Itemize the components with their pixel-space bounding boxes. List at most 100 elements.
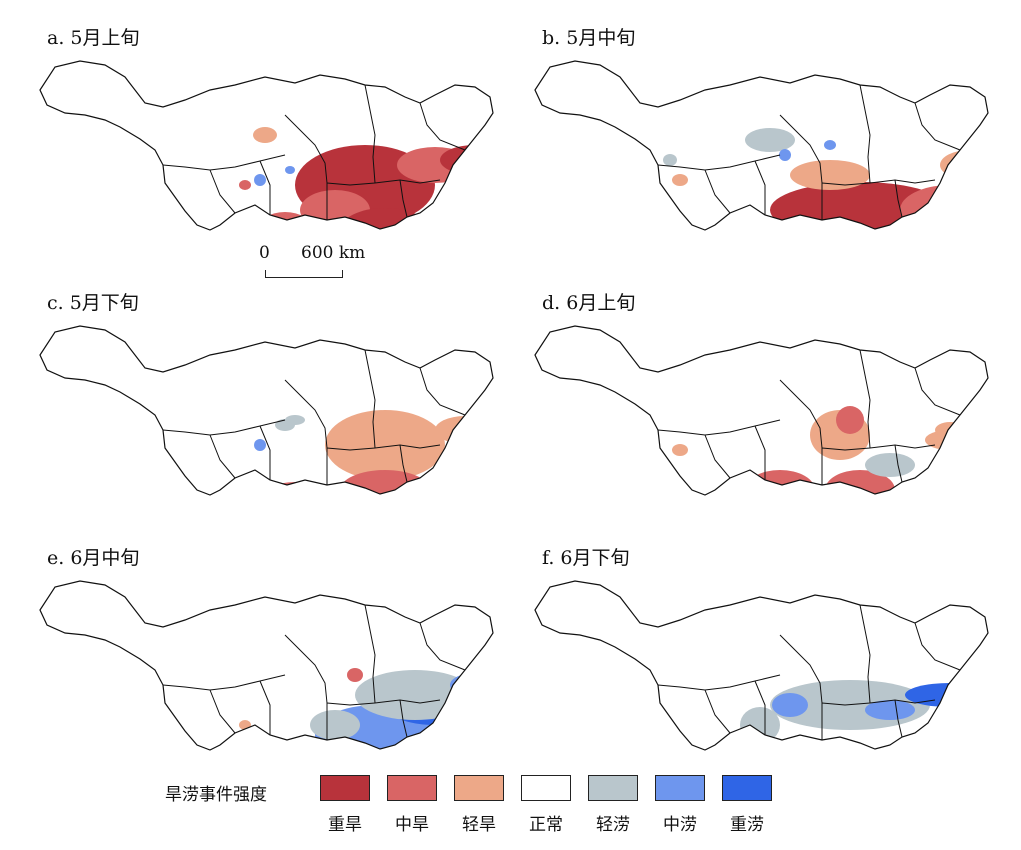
intensity-patch [900,185,988,230]
sub-basin-boundary [894,444,903,483]
intensity-patch [253,127,277,143]
sub-basin-boundary [821,444,936,451]
sub-basin-boundary [399,444,408,483]
legend-swatch-light-drought [454,775,504,801]
intensity-patch [614,423,626,437]
intensity-patch [325,410,445,480]
legend-label-moderate-flood: 中涝 [663,815,697,835]
intensity-patch [925,430,975,450]
sub-basin-boundary [754,680,766,735]
sub-basin-boundary [914,622,961,671]
sub-basin-boundary [779,379,823,485]
legend: 旱涝事件强度 重旱 中旱 轻旱 正常 轻涝 中涝 重涝 [165,770,805,840]
intensity-patch [836,406,864,434]
intensity-patch [260,482,330,495]
sub-basin-boundary [419,102,466,151]
scale-bar: 0 600 km [257,243,367,283]
sub-basin-boundary [399,699,408,738]
panel-title: d. 6月上旬 [542,292,636,314]
basin-outline [534,325,989,496]
intensity-patch [239,180,251,190]
intensity-patch [970,155,988,175]
sub-basin-boundary [419,367,466,416]
sub-basin-boundary [859,84,871,184]
intensity-patch [899,255,911,265]
sub-basin-boundary [259,680,271,735]
legend-title: 旱涝事件强度 [165,785,267,805]
sub-basin-boundary [326,699,441,706]
sub-basin-boundary [209,169,236,214]
intensity-patch [124,423,136,437]
map-panel-e: e. 6月中旬 [35,535,505,785]
intensity-patch [254,439,266,451]
sub-basin-boundary [284,114,328,220]
sub-basin-boundary [754,160,766,215]
sub-basin-boundary [364,84,376,184]
intensity-patch [865,453,915,477]
intensity-patch [935,422,965,438]
sub-basin-boundary [657,154,781,171]
basin-outline [39,580,494,751]
intensity-patch [347,668,363,682]
intensity-patch [870,764,890,776]
sub-basin-boundary [914,102,961,151]
legend-label-heavy-drought: 重旱 [328,815,362,835]
intensity-patch [239,482,271,495]
intensity-patch [672,444,688,456]
intensity-patch [755,495,785,515]
basin-outline [39,60,494,231]
intensity-patch [285,415,305,425]
intensity-patch [420,470,470,495]
intensity-patch [672,174,688,186]
sub-basin-boundary [162,674,286,691]
legend-swatch-heavy-flood [722,775,772,801]
sub-basin-boundary [704,169,731,214]
intensity-patch [435,416,493,444]
scale-zero-label: 0 [259,243,270,263]
basin-outline [39,325,494,496]
panel-title: a. 5月上旬 [47,27,140,49]
sub-basin-boundary [704,434,731,479]
sub-basin-boundary [326,179,441,186]
sub-basin-boundary [162,154,286,171]
intensity-patch [772,693,808,717]
legend-swatch-moderate-flood [655,775,705,801]
intensity-patch [865,700,915,720]
map-panel-d: d. 6月上旬 [530,280,1000,530]
basin-map [534,60,989,231]
sub-basin-boundary [821,179,936,186]
sub-basin-boundary [209,434,236,479]
sub-basin-boundary [259,160,271,215]
legend-swatch-normal [521,775,571,801]
sub-basin-boundary [894,179,903,218]
intensity-patch [663,154,677,166]
legend-label-heavy-flood: 重涝 [730,815,764,835]
panel-title: c. 5月下旬 [47,292,139,314]
scale-distance-label: 600 km [301,243,366,263]
map-panel-f: f. 6月下旬 [530,535,1000,785]
sub-basin-boundary [209,689,236,734]
map-panel-b: b. 5月中旬 [530,15,1000,265]
basin-outline [534,580,989,751]
map-panel-a: a. 5月上旬 0 600 km [35,15,505,278]
sub-basin-boundary [399,179,408,218]
scale-line [265,270,343,278]
intensity-patch [300,190,370,230]
intensity-patch [779,149,791,161]
panel-title: f. 6月下旬 [542,547,630,569]
sub-basin-boundary [259,425,271,480]
intensity-patch [940,150,988,180]
intensity-patch [254,174,266,186]
panel-title: e. 6月中旬 [47,547,140,569]
intensity-patch [835,500,865,520]
sub-basin-boundary [326,444,441,451]
legend-label-light-drought: 轻旱 [462,815,496,835]
intensity-patch [905,683,988,707]
sub-basin-boundary [859,349,871,449]
sub-basin-boundary [657,419,781,436]
intensity-patch [409,256,421,264]
legend-swatch-moderate-drought [387,775,437,801]
legend-label-moderate-drought: 中旱 [395,815,429,835]
intensity-patch [824,140,836,150]
sub-basin-boundary [364,604,376,704]
